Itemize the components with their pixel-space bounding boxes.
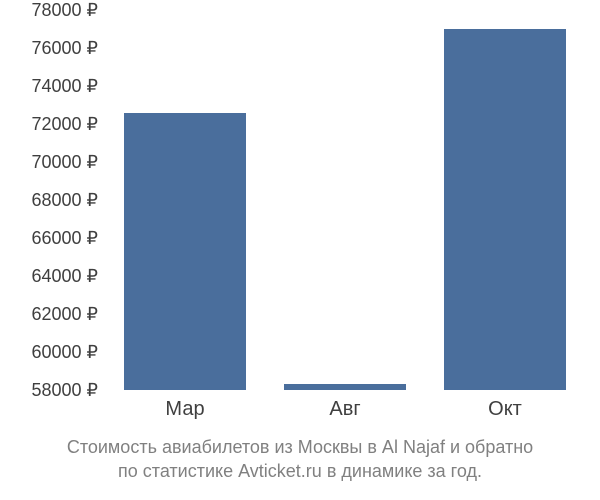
y-tick-label: 66000 ₽ [8, 229, 98, 247]
y-tick-label: 68000 ₽ [8, 191, 98, 209]
y-tick-label: 70000 ₽ [8, 153, 98, 171]
caption-line-1: Стоимость авиабилетов из Москвы в Al Naj… [67, 437, 533, 457]
y-tick-label: 62000 ₽ [8, 305, 98, 323]
bar [124, 113, 246, 390]
y-tick-label: 60000 ₽ [8, 343, 98, 361]
y-tick-label: 74000 ₽ [8, 77, 98, 95]
x-tick-label: Авг [329, 398, 360, 421]
x-tick-label: Окт [488, 398, 522, 421]
bar [444, 29, 566, 390]
y-tick-label: 64000 ₽ [8, 267, 98, 285]
caption-line-2: по статистике Avticket.ru в динамике за … [118, 461, 482, 481]
y-tick-label: 72000 ₽ [8, 115, 98, 133]
price-chart: 58000 ₽ 60000 ₽ 62000 ₽ 64000 ₽ 66000 ₽ 68000… [0, 0, 600, 500]
y-tick-label: 76000 ₽ [8, 39, 98, 57]
bar [284, 384, 406, 390]
x-tick-label: Мар [165, 398, 204, 421]
y-tick-label: 78000 ₽ [8, 1, 98, 19]
chart-caption: Стоимость авиабилетов из Москвы в Al Naj… [0, 435, 600, 484]
plot-area [105, 10, 585, 390]
y-tick-label: 58000 ₽ [8, 381, 98, 399]
